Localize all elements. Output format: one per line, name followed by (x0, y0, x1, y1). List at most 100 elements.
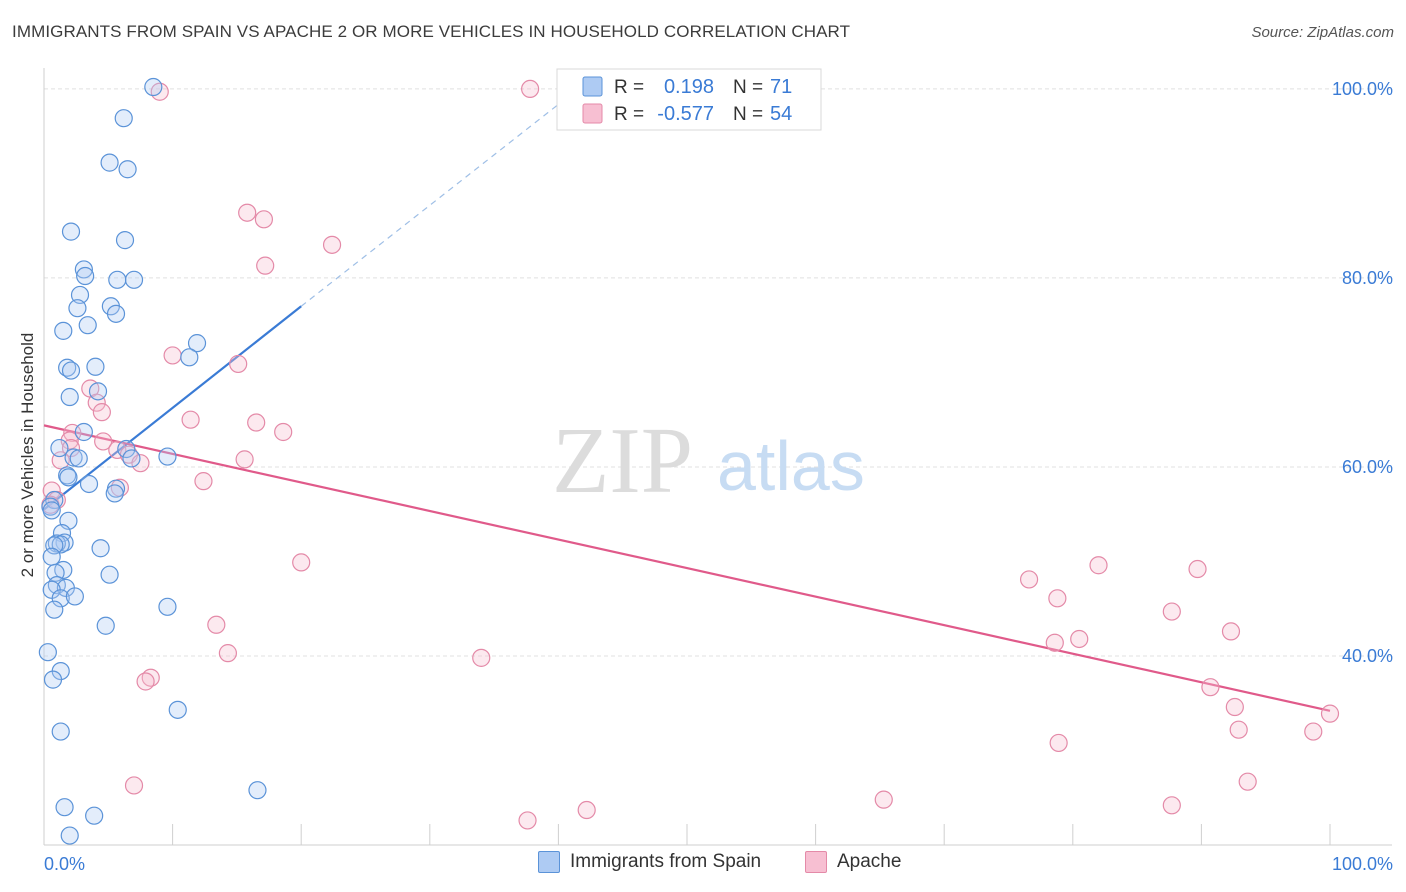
stats-n-label: N = (733, 104, 763, 125)
apache-point (874, 790, 893, 809)
apache-point (229, 354, 248, 374)
apache-point (207, 615, 226, 634)
spain-point (51, 589, 70, 608)
apache-point (1162, 796, 1181, 815)
apache-point (92, 403, 111, 422)
spain-point (108, 270, 127, 289)
apache-point (94, 432, 113, 451)
apache-point (247, 413, 266, 432)
spain-point (74, 422, 93, 442)
gridlines (44, 88, 1392, 657)
spain-point (168, 700, 187, 719)
apache-point (1070, 629, 1089, 649)
apache-point (181, 410, 200, 429)
apache-point (1229, 720, 1248, 739)
apache-point (577, 800, 596, 820)
spain-point (59, 468, 78, 487)
spain-point (180, 348, 199, 367)
spain-point (70, 285, 90, 305)
apache-point (1188, 559, 1207, 579)
apache-point (322, 235, 342, 254)
apache-point (1162, 602, 1181, 621)
spain-point (78, 316, 97, 335)
spain-point (69, 449, 88, 468)
spain-point (122, 449, 141, 468)
spain-point (91, 539, 110, 558)
apache-point (1019, 570, 1039, 589)
spain-point (60, 826, 79, 845)
spain-points (38, 77, 267, 845)
y-tick-label: 60.0% (1342, 457, 1393, 477)
spain-point (60, 387, 79, 407)
apache-point (124, 776, 144, 795)
spain-point (115, 231, 135, 250)
spain-point (51, 722, 70, 741)
spain-point (79, 474, 99, 494)
y-tick-label: 40.0% (1342, 646, 1393, 666)
spain-point (85, 806, 104, 825)
spain-point (42, 547, 61, 566)
spain-point (158, 447, 177, 466)
legend-label-apache: Apache (837, 851, 902, 872)
y-tick-label: 80.0% (1342, 268, 1393, 288)
apache-point (256, 256, 275, 275)
stats-r-label: R = (614, 104, 644, 125)
apache-point (1304, 722, 1323, 741)
spain-point (100, 153, 119, 172)
watermark: ZIP atlas (552, 409, 865, 513)
apache-point (518, 811, 537, 830)
apache-point (1201, 678, 1220, 697)
spain-point (248, 781, 267, 800)
apache-point (1225, 697, 1244, 717)
spain-point (43, 670, 63, 689)
apache-point (1320, 704, 1340, 723)
spain-point (118, 160, 137, 179)
apache-point (136, 672, 155, 691)
spain-point (42, 501, 61, 520)
apache-point (1045, 633, 1064, 652)
legend-swatch-spain (538, 851, 560, 873)
stats-r-value: 0.198 (664, 76, 714, 98)
spain-point (51, 535, 70, 554)
stats-legend: R = 0.198 N = 71 R = -0.577 N = 54 (556, 68, 822, 131)
stats-n-label: N = (733, 77, 763, 98)
y-tick-label: 100.0% (1332, 79, 1393, 99)
x-tick-label: 0.0% (44, 854, 85, 874)
apache-point (131, 454, 150, 473)
apache-point (194, 472, 213, 491)
spain-point (144, 77, 163, 97)
stats-r-value: -0.577 (657, 103, 714, 125)
legend-item-apache[interactable]: Apache (805, 851, 901, 873)
spain-point (86, 357, 105, 376)
stats-swatch (582, 76, 603, 97)
spain-point (76, 266, 95, 286)
axes (43, 68, 1392, 846)
spain-point (65, 587, 84, 606)
spain-point (38, 643, 57, 662)
stats-swatch (582, 103, 603, 124)
legend: Immigrants from Spain Apache (0, 851, 1406, 879)
stats-n-value: 54 (770, 103, 792, 125)
apache-point (521, 79, 540, 99)
spain-point (124, 270, 144, 289)
apache-point (274, 422, 293, 442)
apache-point (472, 648, 491, 667)
spain-point (50, 438, 69, 458)
spain-trend-extension (300, 83, 585, 307)
apache-point (235, 450, 254, 469)
spain-point (45, 536, 64, 555)
apache-point (218, 644, 237, 663)
apache-point (238, 203, 257, 222)
spain-point (158, 597, 177, 616)
watermark-atlas: atlas (717, 427, 865, 505)
legend-item-spain[interactable]: Immigrants from Spain (538, 851, 761, 873)
chart-title: IMMIGRANTS FROM SPAIN VS APACHE 2 OR MOR… (12, 22, 851, 41)
spain-point (106, 304, 126, 323)
apache-point (1048, 589, 1067, 608)
apache-point (1089, 556, 1108, 575)
spain-point (96, 616, 115, 635)
spain-point (68, 299, 87, 318)
spain-point (54, 321, 73, 340)
spain-point (117, 439, 136, 459)
spain-point (55, 798, 74, 817)
